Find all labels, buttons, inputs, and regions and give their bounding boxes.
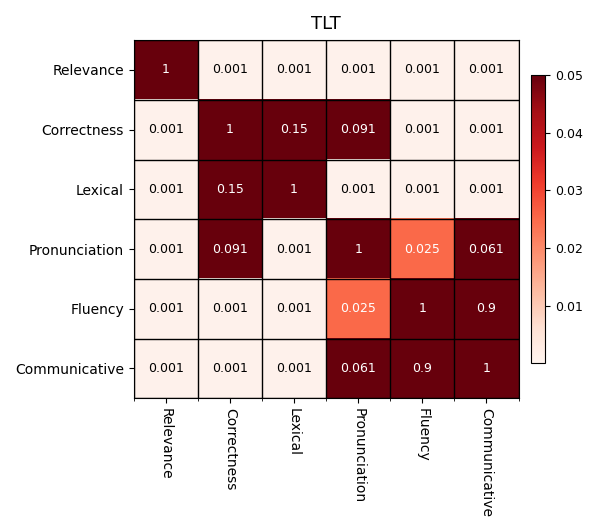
Text: 0.001: 0.001 [404, 123, 440, 136]
Text: 0.001: 0.001 [276, 63, 312, 77]
Text: 0.001: 0.001 [276, 362, 312, 375]
Text: 0.001: 0.001 [148, 123, 184, 136]
Text: 0.061: 0.061 [340, 362, 376, 375]
Text: 0.001: 0.001 [212, 302, 248, 315]
Text: 1: 1 [226, 123, 234, 136]
Text: 0.001: 0.001 [276, 302, 312, 315]
Text: 0.001: 0.001 [212, 63, 248, 77]
Text: 0.025: 0.025 [404, 243, 440, 255]
Text: 0.001: 0.001 [148, 243, 184, 255]
Text: 0.001: 0.001 [340, 63, 376, 77]
Text: 0.001: 0.001 [148, 183, 184, 196]
Text: 0.091: 0.091 [340, 123, 376, 136]
Text: 1: 1 [483, 362, 490, 375]
Text: 0.001: 0.001 [276, 243, 312, 255]
Text: 1: 1 [162, 63, 170, 77]
Text: 0.001: 0.001 [340, 183, 376, 196]
Text: 0.001: 0.001 [148, 302, 184, 315]
Text: 1: 1 [419, 302, 426, 315]
Text: 0.001: 0.001 [468, 123, 504, 136]
Text: 0.9: 0.9 [413, 362, 432, 375]
Title: TLT: TLT [311, 15, 341, 33]
Text: 0.001: 0.001 [148, 362, 184, 375]
Text: 0.001: 0.001 [404, 63, 440, 77]
Text: 0.061: 0.061 [469, 243, 504, 255]
Text: 0.001: 0.001 [468, 63, 504, 77]
Text: 0.001: 0.001 [212, 362, 248, 375]
Text: 0.025: 0.025 [340, 302, 376, 315]
Text: 1: 1 [290, 183, 298, 196]
Text: 1: 1 [354, 243, 362, 255]
Text: 0.15: 0.15 [280, 123, 308, 136]
Text: 0.091: 0.091 [212, 243, 248, 255]
Text: 0.15: 0.15 [216, 183, 244, 196]
Text: 0.9: 0.9 [477, 302, 496, 315]
Text: 0.001: 0.001 [404, 183, 440, 196]
Text: 0.001: 0.001 [468, 183, 504, 196]
